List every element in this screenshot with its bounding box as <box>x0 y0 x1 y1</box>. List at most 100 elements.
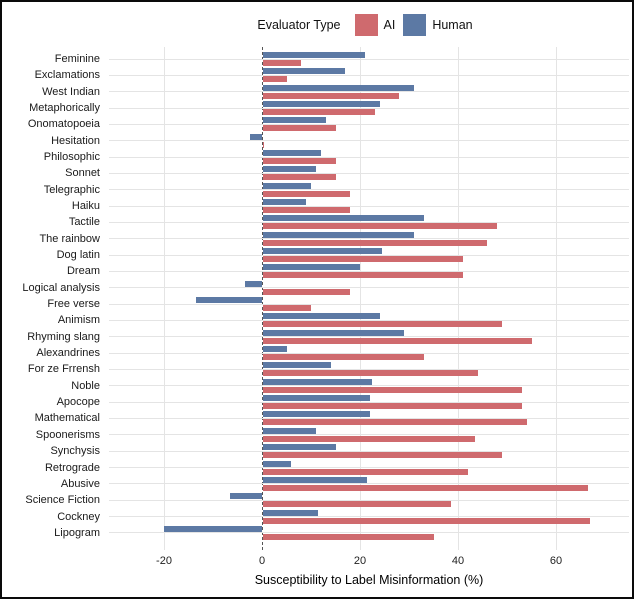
vertical-gridline <box>556 47 557 550</box>
horizontal-gridline <box>109 401 629 403</box>
legend-title: Evaluator Type <box>257 18 341 32</box>
horizontal-gridline <box>109 91 629 93</box>
category-label: Synchysis <box>50 445 100 458</box>
bar-ai <box>263 419 527 426</box>
bar-human <box>263 460 292 467</box>
bar-ai <box>263 125 336 132</box>
bar-ai <box>263 174 336 181</box>
horizontal-gridline <box>109 74 629 76</box>
bar-ai <box>263 517 591 524</box>
category-label: Dream <box>66 265 100 278</box>
category-label: Exclamations <box>34 69 100 82</box>
vertical-gridline <box>458 47 459 550</box>
bar-ai <box>263 305 311 312</box>
bar-human <box>263 84 414 91</box>
category-label: Free verse <box>47 298 100 311</box>
bar-ai <box>263 370 478 377</box>
bar-ai <box>263 386 522 393</box>
category-label: For ze Frrensh <box>27 363 100 376</box>
horizontal-gridline <box>109 499 629 501</box>
bar-human <box>263 231 414 238</box>
horizontal-gridline <box>109 368 629 370</box>
horizontal-gridline <box>109 467 629 468</box>
horizontal-gridline <box>109 516 629 518</box>
bar-human <box>164 525 262 532</box>
bar-human <box>263 411 370 418</box>
bar-human <box>263 362 331 369</box>
bar-human <box>263 150 321 157</box>
category-label: Abusive <box>60 477 100 490</box>
bar-ai <box>263 288 351 295</box>
bar-ai <box>263 452 503 459</box>
category-label: Hesitation <box>51 134 100 147</box>
bar-ai <box>263 354 424 361</box>
bar-ai <box>263 223 498 230</box>
x-tick-label: 0 <box>258 555 266 567</box>
bar-human <box>263 101 380 108</box>
x-axis-title: Susceptibility to Label Misinformation (… <box>254 573 484 587</box>
category-label: Cockney <box>57 510 100 523</box>
category-label: Mathematical <box>34 412 100 425</box>
horizontal-gridline <box>109 156 629 158</box>
category-label: Spoonerisms <box>35 428 100 441</box>
bar-ai <box>263 92 400 99</box>
bar-human <box>263 313 380 320</box>
horizontal-gridline <box>109 254 629 256</box>
bar-human <box>263 378 373 385</box>
horizontal-gridline <box>109 238 629 240</box>
bar-human <box>249 133 262 140</box>
bar-ai <box>263 484 588 491</box>
x-tick-label: -20 <box>156 555 172 567</box>
bar-human <box>263 427 316 434</box>
y-axis-labels: Feminine Exclamations West Indian Metaphori… <box>2 47 105 550</box>
bar-ai <box>263 321 503 328</box>
bar-human <box>263 52 365 58</box>
category-label: West Indian <box>42 85 100 98</box>
bar-ai <box>263 435 476 442</box>
bar-human <box>195 297 262 304</box>
bar-human <box>263 395 370 402</box>
category-label: Lipogram <box>54 526 100 539</box>
legend-item-human: Human <box>403 14 473 36</box>
category-label: Retrograde <box>44 461 100 474</box>
horizontal-gridline <box>109 189 629 191</box>
bar-human <box>244 280 262 287</box>
bar-human <box>263 117 326 124</box>
vertical-gridline <box>164 47 165 550</box>
bar-ai <box>263 60 302 66</box>
horizontal-gridline <box>109 140 629 142</box>
bar-human <box>263 182 311 189</box>
x-tick-label: 60 <box>549 555 563 567</box>
horizontal-gridline <box>109 434 629 436</box>
category-label: Science Fiction <box>25 494 100 507</box>
horizontal-gridline <box>109 221 629 223</box>
legend-label: Human <box>432 18 473 32</box>
legend: Evaluator Type AI Human <box>109 12 629 38</box>
category-label: Haiku <box>71 200 100 213</box>
horizontal-gridline <box>109 532 629 534</box>
bar-human <box>263 199 307 206</box>
bar-ai <box>263 501 451 508</box>
bar-human <box>263 68 346 75</box>
bar-ai <box>263 468 468 475</box>
bar-ai <box>263 109 375 116</box>
category-label: Tactile <box>68 216 100 229</box>
bar-ai <box>263 239 488 246</box>
category-label: Dog latin <box>56 249 100 262</box>
category-label: Apocope <box>56 396 100 409</box>
legend-swatch-human-icon <box>403 14 427 36</box>
horizontal-gridline <box>109 303 629 305</box>
bar-human <box>230 493 262 500</box>
category-label: Logical analysis <box>22 281 100 294</box>
bar-human <box>263 248 383 255</box>
horizontal-gridline <box>109 205 629 207</box>
bar-ai <box>263 256 463 263</box>
horizontal-gridline <box>109 352 629 354</box>
horizontal-gridline <box>109 58 629 60</box>
category-label: Metaphorically <box>29 102 100 115</box>
category-label: Onomatopoeia <box>27 118 100 131</box>
bar-human <box>263 166 316 173</box>
bar-ai <box>263 533 434 540</box>
category-label: Feminine <box>54 53 100 65</box>
category-label: Sonnet <box>65 167 100 180</box>
